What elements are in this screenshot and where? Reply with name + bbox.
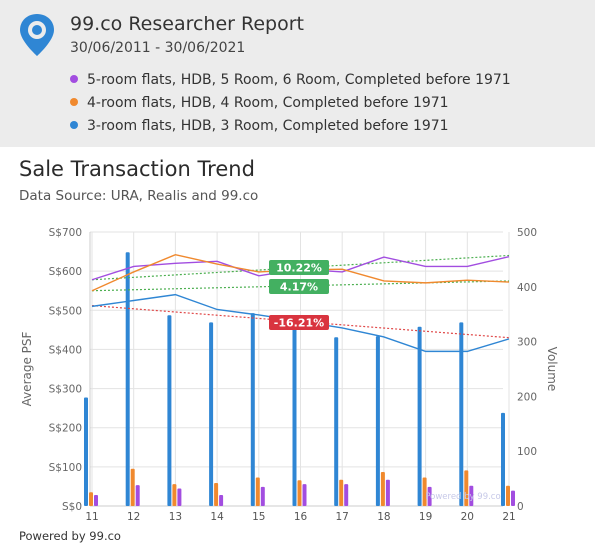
y-right-tick-label: 500 — [517, 227, 537, 239]
y-left-tick-label: S$200 — [49, 423, 82, 435]
volume-bar — [219, 495, 224, 506]
y-right-tick-label: 400 — [517, 282, 537, 294]
footer-powered-by: Powered by 99.co — [19, 529, 121, 543]
x-tick-label: 16 — [294, 511, 308, 523]
x-tick-label: 14 — [210, 511, 224, 523]
trend-badge — [269, 279, 329, 294]
volume-bar — [209, 322, 214, 506]
volume-bar — [385, 479, 390, 506]
volume-bar — [125, 252, 130, 506]
legend-item-3-room[interactable]: 3-room flats, HDB, 3 Room, Completed bef… — [70, 118, 511, 141]
volume-bar — [214, 482, 219, 506]
chart-watermark: Powered by 99.co — [425, 492, 500, 502]
y-left-tick-label: S$100 — [49, 462, 82, 474]
volume-bar — [94, 495, 98, 506]
x-tick-label: 11 — [85, 511, 98, 523]
volume-bar — [135, 485, 140, 506]
volume-bar — [167, 315, 172, 506]
volume-bar — [464, 470, 469, 506]
x-tick-label: 19 — [419, 511, 432, 523]
volume-bar — [302, 484, 307, 506]
y-left-tick-label: S$500 — [49, 305, 82, 317]
volume-bar — [501, 412, 505, 506]
y-right-tick-label: 0 — [517, 501, 524, 513]
volume-bar — [89, 492, 93, 506]
chart-subtitle: Data Source: URA, Realis and 99.co — [19, 188, 259, 204]
volume-bar — [375, 336, 380, 506]
volume-bar — [417, 326, 422, 506]
volume-bar — [344, 484, 349, 506]
x-tick-label: 12 — [127, 511, 140, 523]
volume-bar — [334, 337, 339, 506]
trend-badge — [269, 315, 329, 330]
report-date-range: 30/06/2011 - 30/06/2021 — [70, 40, 246, 56]
volume-bar — [177, 488, 182, 506]
trend-badge-label: 10.22% — [276, 262, 322, 275]
x-tick-label: 21 — [502, 511, 515, 523]
volume-bar — [172, 484, 177, 506]
legend-label: 3-room flats, HDB, 3 Room, Completed bef… — [87, 118, 449, 134]
volume-bar — [459, 322, 464, 506]
volume-bar — [130, 468, 135, 506]
volume-bar — [292, 325, 297, 506]
legend-dot-icon — [70, 75, 78, 83]
y-left-tick-label: S$600 — [49, 266, 82, 278]
legend: 5-room flats, HDB, 5 Room, 6 Room, Compl… — [70, 72, 511, 141]
y-left-tick-label: S$300 — [49, 384, 82, 396]
legend-item-4-room[interactable]: 4-room flats, HDB, 4 Room, Completed bef… — [70, 95, 511, 118]
legend-label: 4-room flats, HDB, 4 Room, Completed bef… — [87, 95, 449, 111]
report-header: 99.co Researcher Report 30/06/2011 - 30/… — [0, 0, 595, 147]
volume-bar — [250, 313, 255, 506]
volume-bar — [255, 477, 260, 506]
trend-badge-label: 4.17% — [280, 281, 318, 294]
volume-bar — [380, 472, 385, 506]
y-right-axis-title: Volume — [545, 347, 559, 392]
x-tick-label: 15 — [252, 511, 265, 523]
y-left-axis-title: Average PSF — [20, 331, 34, 406]
legend-item-5-room[interactable]: 5-room flats, HDB, 5 Room, 6 Room, Compl… — [70, 72, 511, 95]
x-tick-label: 20 — [461, 511, 474, 523]
volume-bar — [511, 490, 515, 506]
volume-bar — [260, 486, 265, 506]
y-right-tick-label: 100 — [517, 446, 537, 458]
legend-label: 5-room flats, HDB, 5 Room, 6 Room, Compl… — [87, 72, 511, 88]
chart-title: Sale Transaction Trend — [19, 157, 255, 181]
legend-dot-icon — [70, 121, 78, 129]
y-left-tick-label: S$400 — [49, 344, 82, 356]
report-title: 99.co Researcher Report — [70, 13, 305, 35]
x-tick-label: 17 — [336, 511, 349, 523]
volume-bar — [469, 485, 474, 506]
volume-bar — [297, 480, 302, 506]
y-left-tick-label: S$0 — [62, 501, 82, 513]
volume-bar — [84, 397, 88, 506]
volume-bar — [339, 479, 344, 506]
x-tick-label: 13 — [169, 511, 182, 523]
volume-bar — [506, 485, 510, 506]
trend-badge-label: -16.21% — [274, 317, 324, 330]
volume-bar — [422, 477, 427, 506]
x-tick-label: 18 — [377, 511, 390, 523]
sale-trend-chart: S$0 S$100 S$200 S$300 S$400 S$500 S$600 S$700 0 1… — [20, 227, 559, 523]
y-right-tick-label: 200 — [517, 391, 537, 403]
y-left-tick-label: S$700 — [49, 227, 82, 239]
legend-dot-icon — [70, 98, 78, 106]
trend-badge — [269, 260, 329, 275]
volume-bar — [427, 486, 432, 506]
y-right-tick-label: 300 — [517, 337, 537, 349]
map-pin-logo-icon — [20, 14, 54, 56]
